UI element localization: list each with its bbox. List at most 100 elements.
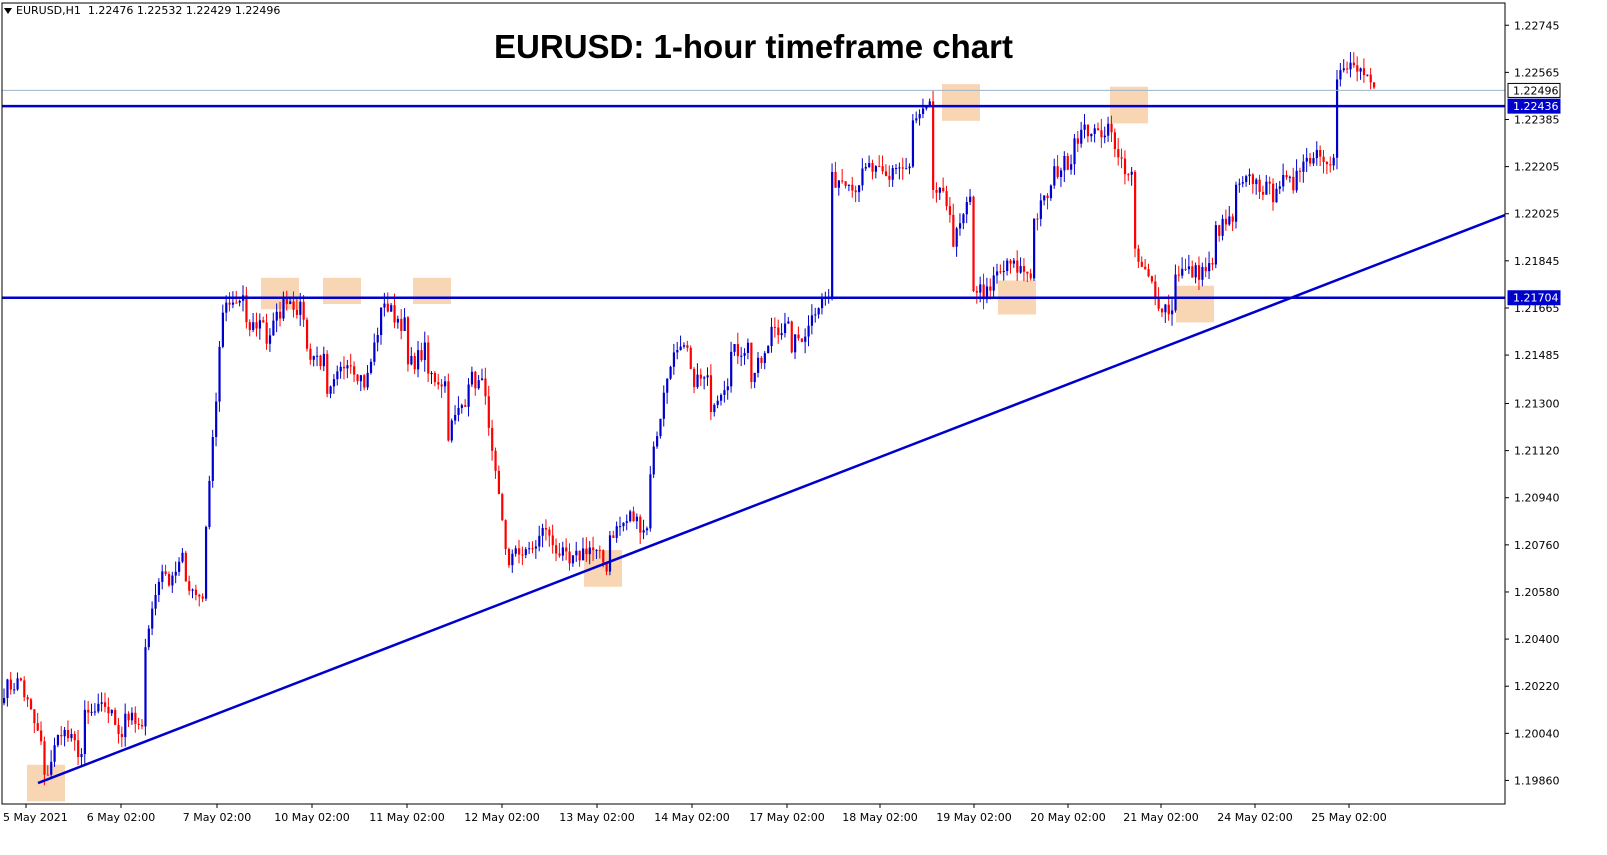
candle-body bbox=[103, 702, 107, 707]
candle-body bbox=[423, 342, 426, 361]
candle-body bbox=[356, 374, 359, 382]
candle-body bbox=[221, 312, 224, 347]
y-tick-label: 1.22745 bbox=[1514, 19, 1560, 32]
candle-body bbox=[837, 180, 840, 188]
candle-body bbox=[110, 709, 113, 714]
candle-body bbox=[682, 345, 686, 347]
candle-body bbox=[342, 366, 346, 369]
candle-body bbox=[743, 352, 746, 356]
candle-body bbox=[1070, 164, 1073, 170]
candle-body bbox=[1073, 138, 1076, 165]
candle-body bbox=[1309, 157, 1312, 164]
candle-body bbox=[777, 327, 780, 336]
candle-body bbox=[750, 342, 753, 383]
candle-body bbox=[141, 724, 144, 727]
overlays bbox=[2, 89, 1506, 785]
price-label: 1.22436 bbox=[1513, 100, 1559, 113]
candle-body bbox=[1329, 164, 1332, 166]
candle-body bbox=[730, 351, 733, 387]
candle-body bbox=[204, 526, 208, 599]
candle-body bbox=[1147, 269, 1150, 277]
candle-body bbox=[588, 547, 591, 555]
candle-body bbox=[198, 594, 201, 597]
candle-body bbox=[1248, 174, 1251, 177]
candle-body bbox=[1036, 218, 1039, 220]
y-tick-label: 1.20220 bbox=[1514, 680, 1560, 693]
candle-body bbox=[1181, 268, 1184, 276]
candle-body bbox=[1022, 266, 1026, 272]
candle-body bbox=[1268, 181, 1271, 184]
candle-body bbox=[726, 386, 729, 391]
candle-body bbox=[336, 371, 339, 380]
candle-body bbox=[117, 724, 120, 734]
candle-body bbox=[70, 733, 73, 739]
candle-body bbox=[215, 401, 218, 438]
candle-body bbox=[985, 286, 989, 300]
candle-body bbox=[605, 562, 608, 572]
candle-body bbox=[979, 284, 982, 293]
candle-body bbox=[420, 350, 423, 361]
candle-body bbox=[1275, 188, 1278, 203]
candle-body bbox=[1160, 308, 1164, 313]
candle-body bbox=[874, 166, 878, 172]
candle-body bbox=[1019, 266, 1022, 273]
y-tick-label: 1.21120 bbox=[1514, 445, 1560, 458]
candle-body bbox=[1352, 62, 1356, 66]
candle-body bbox=[555, 545, 558, 554]
candle-body bbox=[167, 574, 171, 586]
candle-body bbox=[911, 120, 915, 167]
y-tick-label: 1.22385 bbox=[1514, 113, 1560, 126]
candle-body bbox=[268, 335, 272, 344]
candle-body bbox=[733, 344, 736, 352]
candle-body bbox=[322, 353, 325, 367]
candle-body bbox=[255, 322, 258, 329]
candle-body bbox=[1107, 123, 1110, 136]
candle-body bbox=[598, 549, 601, 551]
candle-body bbox=[649, 474, 652, 529]
candle-body bbox=[888, 175, 891, 180]
candle-body bbox=[787, 321, 790, 324]
candle-body bbox=[443, 381, 447, 387]
x-tick-label: 14 May 02:00 bbox=[654, 811, 729, 824]
candle-body bbox=[1221, 218, 1224, 236]
axes: 1.22745 1.22565 1.22385 1.22205 1.22025 1.218… bbox=[1, 2, 1561, 824]
candle-body bbox=[935, 189, 938, 193]
candle-body bbox=[1100, 130, 1103, 138]
candle-body bbox=[952, 214, 955, 247]
candle-body bbox=[608, 535, 612, 572]
candle-body bbox=[1285, 175, 1288, 178]
candle-body bbox=[1066, 156, 1069, 170]
candle-body bbox=[1096, 128, 1100, 131]
candle-body bbox=[938, 187, 941, 193]
candle-body bbox=[9, 679, 12, 690]
x-tick-label: 5 May 2021 bbox=[3, 811, 68, 824]
candle-body bbox=[1302, 161, 1305, 172]
chevron-down-icon[interactable] bbox=[4, 8, 12, 14]
x-tick-label: 10 May 02:00 bbox=[274, 811, 349, 824]
candle-body bbox=[511, 553, 514, 566]
candle-body bbox=[585, 548, 588, 555]
candle-body bbox=[703, 377, 706, 379]
candle-body bbox=[83, 709, 86, 755]
candle-body bbox=[396, 318, 400, 323]
candle-body bbox=[494, 450, 497, 471]
candle-body bbox=[1194, 265, 1197, 278]
candle-body bbox=[40, 730, 43, 742]
candle-body bbox=[1191, 266, 1194, 278]
candle-body bbox=[386, 303, 389, 312]
candle-body bbox=[29, 699, 33, 710]
candle-body bbox=[1288, 176, 1292, 178]
candle-body bbox=[36, 723, 39, 731]
candle-body bbox=[1012, 260, 1016, 264]
candle-body bbox=[1177, 274, 1180, 276]
candle-body bbox=[302, 301, 305, 320]
highlight-zone bbox=[413, 277, 451, 305]
candle-body bbox=[60, 734, 63, 737]
candle-body bbox=[87, 709, 90, 713]
candle-body bbox=[262, 320, 265, 323]
candle-body bbox=[1322, 156, 1325, 162]
candle-body bbox=[157, 581, 161, 595]
candle-body bbox=[864, 167, 867, 169]
candle-body bbox=[1245, 176, 1248, 183]
